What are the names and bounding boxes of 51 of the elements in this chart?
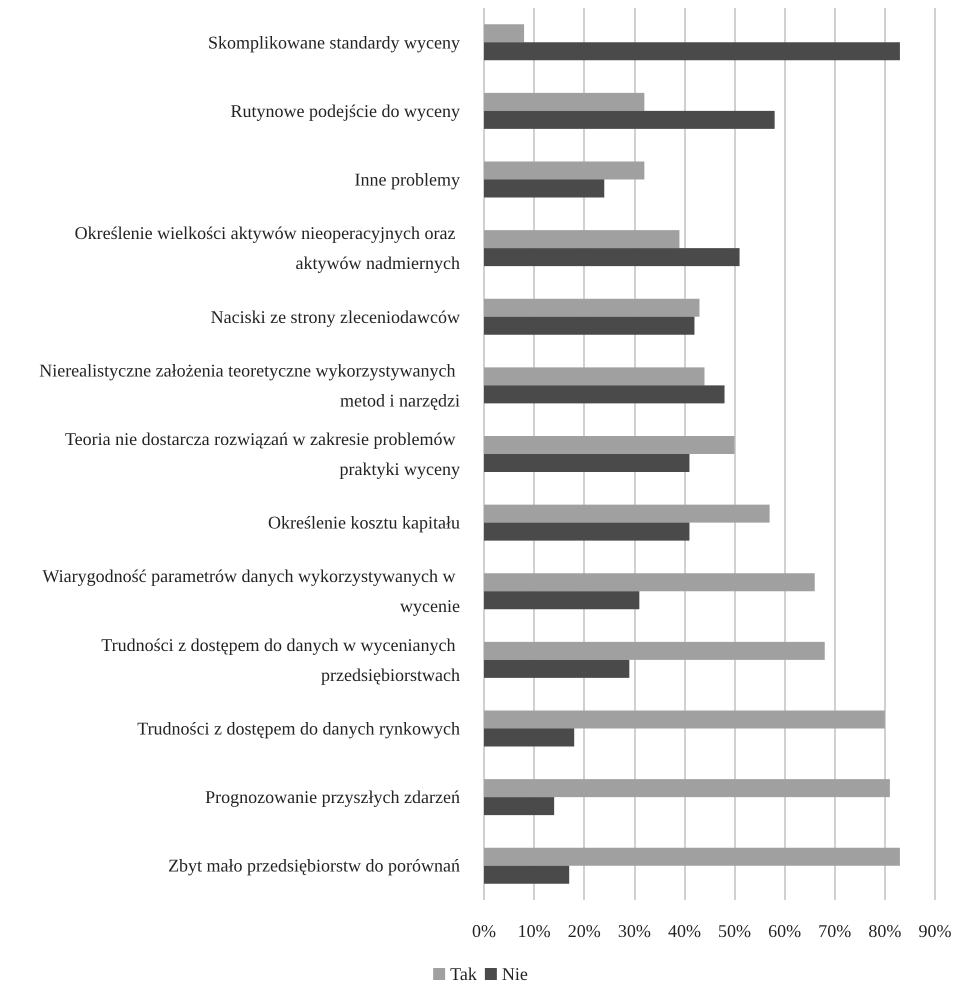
x-tick-label: 40% [668,921,701,941]
y-tick-label: Trudności z dostępem do danych w wycenianych przedsiębiorstwach [101,634,460,685]
bar [484,522,690,541]
y-tick-label: Zbyt mało przedsiębiorstw do porównań [168,856,460,876]
x-tick-label: 80% [868,921,902,941]
y-tick-label: Trudności z dostępem do danych rynkowych [137,718,460,738]
bar [484,162,644,180]
y-tick-label: Naciski ze strony zleceniodawców [210,306,460,327]
bar [484,436,735,454]
y-tick-label: Rutynowe podejście do wyceny [230,100,460,121]
x-tick-label: 60% [768,921,802,941]
bar [484,642,825,660]
legend-label: Nie [502,964,528,984]
y-tick-label: Określenie kosztu kapitału [268,512,460,533]
bar [484,298,700,317]
bar [484,110,775,129]
bar [484,454,690,472]
bar [484,797,554,816]
x-tick-label: 20% [568,921,601,941]
bar [484,316,694,335]
y-tick-label: Prognozowanie przyszłych zdarzeń [205,787,460,808]
y-tick-label: Wiarygodność parametrów danych wykorzystywanych w wycenie [42,566,460,616]
x-tick-label: 10% [518,921,551,941]
bar [484,92,644,111]
y-tick-label: Inne problemy [354,170,460,190]
bar [484,180,604,198]
bar [484,504,770,523]
bar [484,848,900,866]
x-tick-label: 30% [618,921,651,941]
bar [484,24,524,42]
bar [484,866,570,884]
bar [484,248,740,266]
y-tick-label: Nierealistyczne założenia teoretyczne wykorzystywanych metod i narzędzi [39,360,460,410]
legend-label: Tak [450,964,477,984]
bar [484,367,704,386]
bar [484,660,630,678]
x-tick-label: 50% [718,921,752,941]
bar [484,573,815,592]
bar [484,385,725,404]
bar [484,779,890,798]
y-tick-label: Teoria nie dostarcza rozwiązań w zakresie problemów praktyki wyceny [64,429,460,479]
bar [484,591,640,610]
bar [484,728,574,746]
bar [484,42,900,60]
y-tick-label: Określenie wielkości aktywów nieoperacyjnych oraz aktywów nadmiernych [74,223,460,274]
x-tick-label: 90% [918,921,952,941]
x-tick-label: 0% [472,921,496,941]
bar [484,710,885,728]
x-tick-label: 70% [818,921,852,941]
y-tick-label: Skomplikowane standardy wyceny [208,32,460,52]
bar [484,230,680,248]
